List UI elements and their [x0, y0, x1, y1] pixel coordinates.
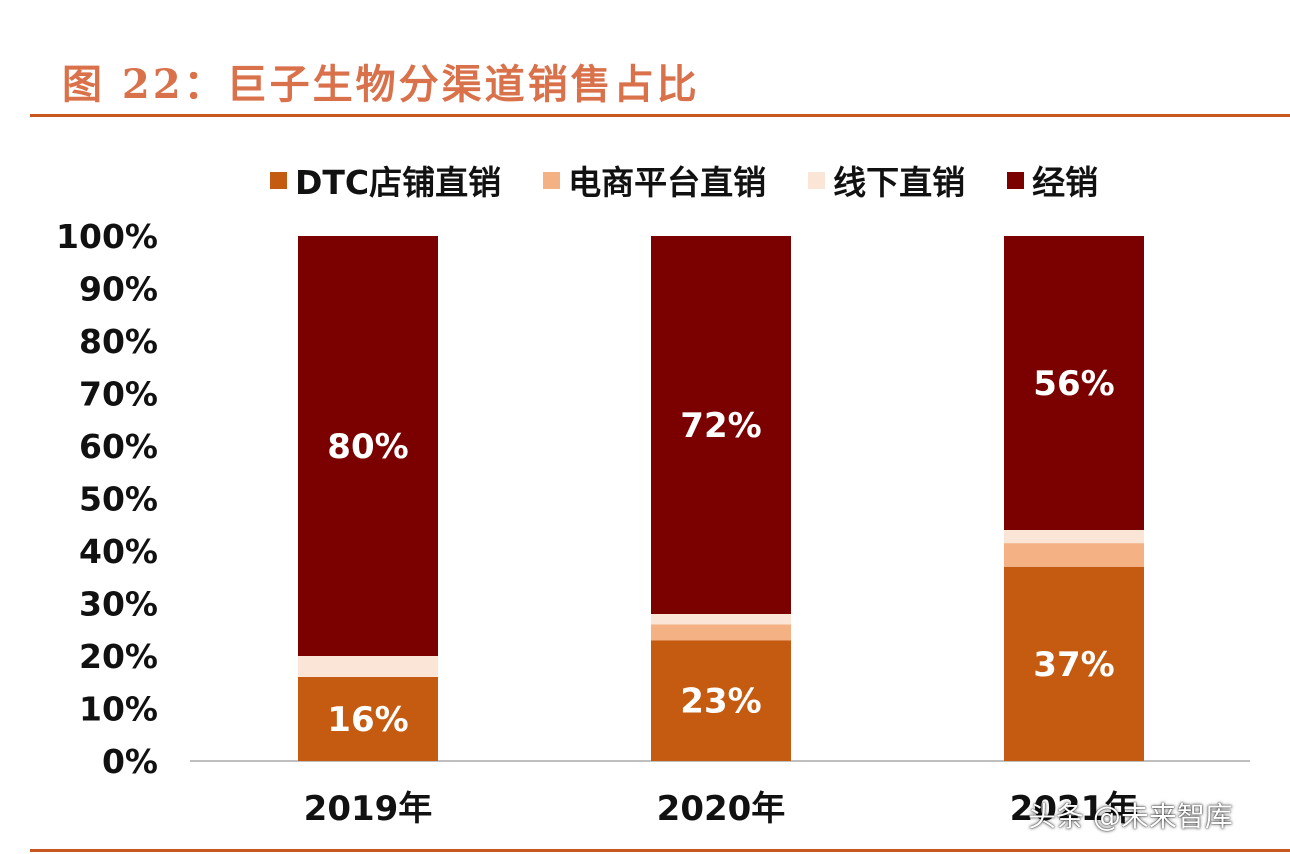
chart-title: 图 22：巨子生物分渠道销售占比 — [62, 61, 700, 108]
data-label: 37% — [1033, 645, 1114, 685]
bar-segment — [298, 236, 438, 656]
data-label: 56% — [1033, 364, 1114, 404]
y-tick-label: 60% — [79, 427, 158, 466]
bar-segment — [298, 677, 438, 761]
y-tick-label: 0% — [102, 742, 158, 781]
x-tick-label: 2019年 — [304, 789, 433, 829]
bar-segment — [298, 656, 438, 677]
y-tick-label: 10% — [79, 690, 158, 729]
bar-segment — [1004, 530, 1144, 544]
legend-label-offline: 线下直销 — [833, 163, 966, 202]
legend-swatch-dtc — [270, 171, 287, 189]
y-tick-label: 50% — [79, 480, 158, 519]
bar-segment — [1004, 543, 1144, 567]
bar-segment — [1004, 566, 1144, 761]
y-tick-label: 20% — [79, 637, 158, 676]
y-tick-label: 80% — [79, 322, 158, 361]
y-tick-label: 100% — [56, 217, 158, 256]
data-label: 72% — [680, 406, 761, 446]
bar-segment — [651, 236, 791, 614]
legend-label-dtc: DTC店铺直销 — [295, 163, 502, 202]
legend-item-offline: 线下直销 — [808, 156, 965, 204]
watermark: 头条 @未来智库 — [1028, 800, 1233, 833]
bar-segment — [1004, 236, 1144, 530]
y-tick-label: 70% — [79, 375, 158, 414]
x-tick-label: 2021年 — [1010, 789, 1139, 829]
y-tick-label: 40% — [79, 532, 158, 571]
data-label: 80% — [327, 427, 408, 467]
legend-swatch-offline — [808, 171, 826, 189]
bar-segment — [651, 640, 791, 761]
legend-item-dtc: DTC店铺直销 — [270, 156, 501, 204]
y-tick-label: 30% — [79, 585, 158, 624]
bottom-divider — [30, 849, 1290, 852]
y-tick-label: 90% — [79, 270, 158, 309]
data-label: 16% — [327, 700, 408, 740]
legend-swatch-ecommerce — [543, 171, 561, 189]
bar-segment — [651, 614, 791, 625]
legend-label-ecommerce: 电商平台直销 — [568, 163, 767, 202]
title-divider — [30, 114, 1290, 117]
data-label: 23% — [680, 682, 761, 722]
x-tick-label: 2020年 — [657, 789, 786, 829]
legend-item-distribution: 经销 — [1007, 156, 1098, 204]
bar-segment — [651, 624, 791, 641]
legend-item-ecommerce: 电商平台直销 — [543, 156, 766, 204]
legend-label-distribution: 经销 — [1032, 163, 1099, 202]
chart-legend: DTC店铺直销 电商平台直销 线下直销 经销 — [270, 156, 1140, 204]
legend-swatch-distribution — [1007, 171, 1025, 189]
